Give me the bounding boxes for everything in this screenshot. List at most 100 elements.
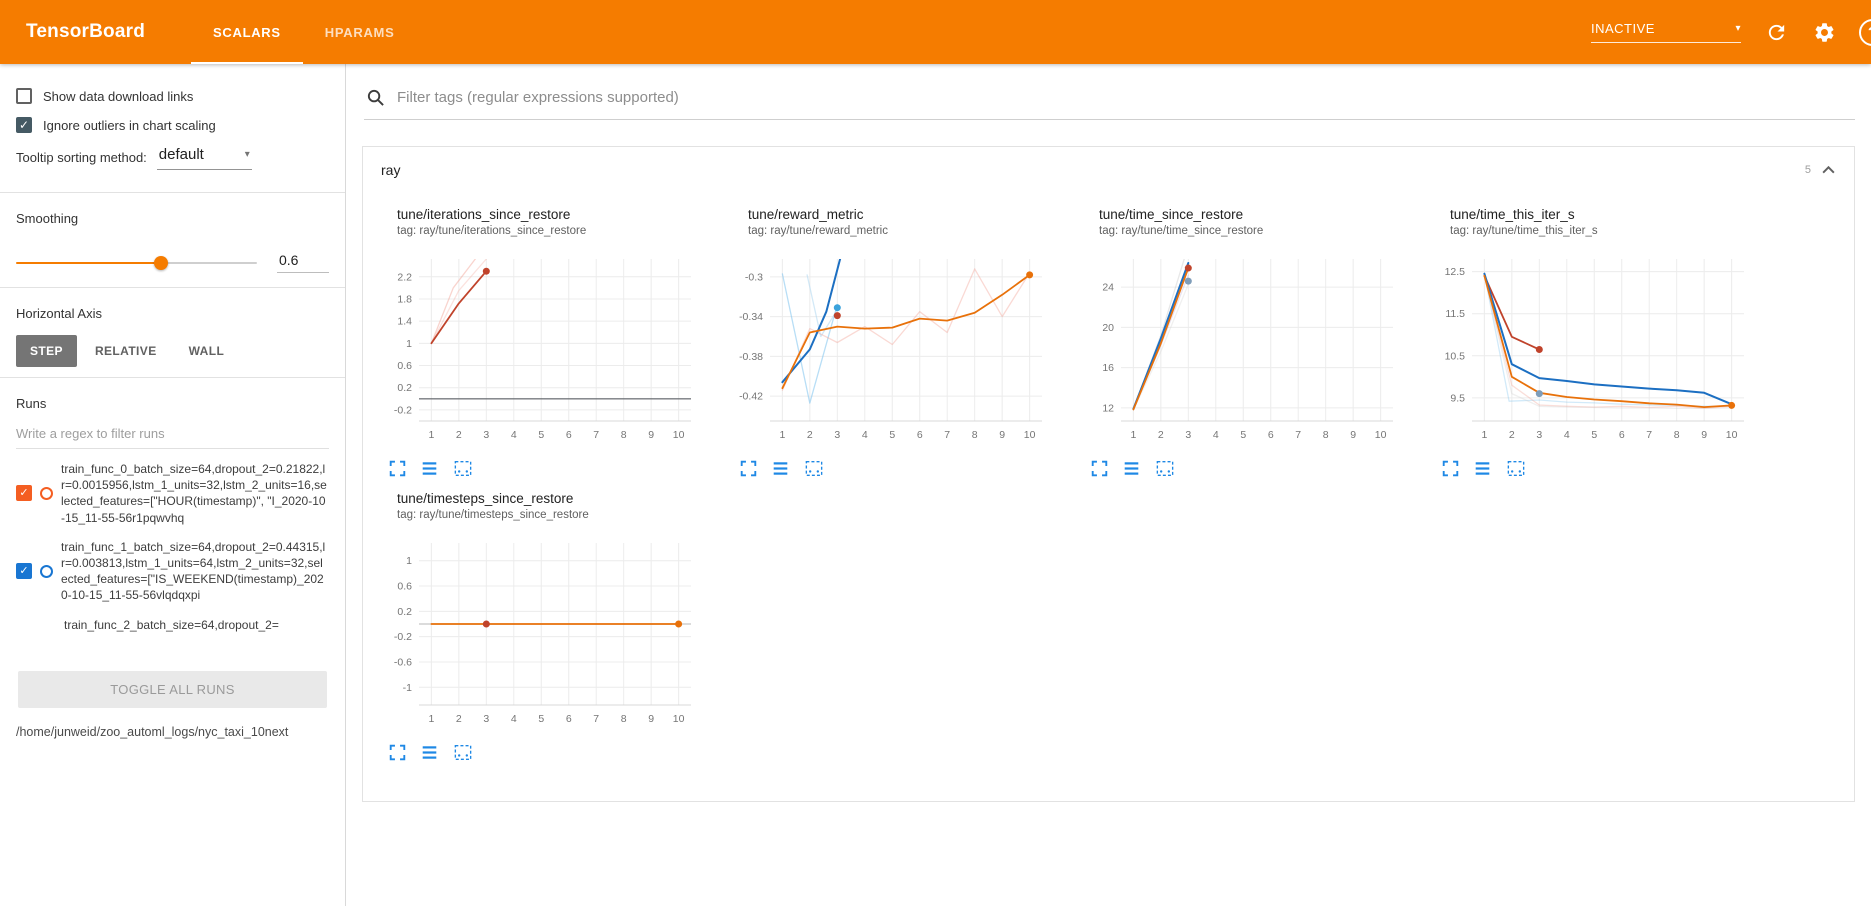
checkbox[interactable] bbox=[16, 88, 32, 104]
svg-text:12: 12 bbox=[1102, 402, 1114, 414]
svg-text:5: 5 bbox=[538, 429, 544, 441]
tag-group-header[interactable]: ray 5 bbox=[363, 147, 1854, 193]
svg-text:7: 7 bbox=[944, 429, 950, 441]
tag-filter-input[interactable] bbox=[397, 89, 1853, 106]
svg-text:10: 10 bbox=[1024, 429, 1036, 441]
divider bbox=[0, 192, 345, 193]
runs-selector-icon[interactable] bbox=[1123, 460, 1140, 477]
svg-text:6: 6 bbox=[917, 429, 923, 441]
svg-text:1.4: 1.4 bbox=[397, 316, 412, 328]
chart-card: tune/iterations_since_restore tag: ray/tu… bbox=[375, 207, 720, 477]
log-directory-path: /home/junweid/zoo_automl_logs/nyc_taxi_1… bbox=[16, 725, 289, 739]
chevron-down-icon: ▾ bbox=[1735, 23, 1741, 34]
tab-scalars[interactable]: SCALARS bbox=[191, 0, 303, 64]
chevron-down-icon: ▾ bbox=[244, 149, 250, 160]
chart-plot[interactable]: 1 2 3 4 5 6 7 8 9 10 -1 -0.6 -0.2 0.2 0.6 1 bbox=[375, 533, 705, 733]
svg-text:9: 9 bbox=[648, 713, 654, 725]
runs-selector-icon[interactable] bbox=[1474, 460, 1491, 477]
charts-grid: tune/iterations_since_restore tag: ray/tu… bbox=[363, 193, 1854, 801]
svg-text:8: 8 bbox=[621, 713, 627, 725]
option-label: Show data download links bbox=[43, 88, 194, 104]
svg-text:7: 7 bbox=[1295, 429, 1301, 441]
app-header: TensorBoard SCALARS HPARAMS INACTIVE ▾ ? bbox=[0, 0, 1871, 64]
runs-filter-input[interactable] bbox=[16, 419, 329, 449]
pin-icon[interactable] bbox=[1506, 460, 1526, 477]
chart-title: tune/time_this_iter_s bbox=[1450, 207, 1575, 222]
chart-tag: tag: ray/tune/time_this_iter_s bbox=[1450, 225, 1598, 237]
tag-filter-bar bbox=[364, 84, 1855, 120]
svg-text:9: 9 bbox=[999, 429, 1005, 441]
svg-text:-0.38: -0.38 bbox=[739, 351, 763, 363]
expand-icon[interactable] bbox=[389, 460, 406, 477]
chevron-up-icon[interactable] bbox=[1821, 163, 1836, 178]
toggle-all-runs-button[interactable]: TOGGLE ALL RUNS bbox=[18, 671, 327, 708]
sidebar: Show data download links ✓ Ignore outliers… bbox=[0, 64, 346, 906]
help-icon[interactable]: ? bbox=[1859, 18, 1871, 46]
tooltip-sorting-select[interactable]: default ▾ bbox=[156, 146, 252, 170]
svg-text:4: 4 bbox=[862, 429, 868, 441]
status-value: INACTIVE bbox=[1591, 21, 1655, 36]
tooltip-sorting-label: Tooltip sorting method: bbox=[16, 150, 147, 165]
runs-list: ✓ train_func_0_batch_size=64,dropout_2=0.… bbox=[16, 461, 329, 667]
runs-selector-icon[interactable] bbox=[421, 460, 438, 477]
svg-text:5: 5 bbox=[1591, 429, 1597, 441]
search-icon bbox=[366, 88, 385, 107]
expand-icon[interactable] bbox=[389, 744, 406, 761]
pin-icon[interactable] bbox=[453, 460, 473, 477]
svg-text:-0.42: -0.42 bbox=[739, 391, 763, 403]
svg-text:0.6: 0.6 bbox=[397, 581, 412, 593]
svg-text:1: 1 bbox=[779, 429, 785, 441]
svg-text:-0.2: -0.2 bbox=[394, 404, 412, 416]
refresh-icon[interactable] bbox=[1763, 19, 1789, 45]
tab-hparams[interactable]: HPARAMS bbox=[324, 24, 395, 40]
pin-icon[interactable] bbox=[453, 744, 473, 761]
svg-text:10: 10 bbox=[1375, 429, 1387, 441]
chart-plot[interactable]: 1 2 3 4 5 6 7 8 9 10 -0.42 -0.38 -0.34 -0.3 bbox=[726, 249, 1056, 449]
run-radio[interactable] bbox=[40, 486, 53, 500]
svg-text:10: 10 bbox=[673, 713, 685, 725]
chart-card: tune/time_since_restore tag: ray/tune/tim… bbox=[1077, 207, 1422, 477]
chart-title: tune/timesteps_since_restore bbox=[397, 491, 574, 506]
status-dropdown[interactable]: INACTIVE ▾ bbox=[1591, 21, 1741, 43]
svg-text:8: 8 bbox=[621, 429, 627, 441]
svg-text:10: 10 bbox=[673, 429, 685, 441]
pin-icon[interactable] bbox=[804, 460, 824, 477]
svg-text:6: 6 bbox=[1619, 429, 1625, 441]
svg-text:10.5: 10.5 bbox=[1445, 350, 1466, 362]
svg-text:1: 1 bbox=[1481, 429, 1487, 441]
expand-icon[interactable] bbox=[1091, 460, 1108, 477]
pin-icon[interactable] bbox=[1155, 460, 1175, 477]
axis-button-wall[interactable]: WALL bbox=[188, 344, 225, 358]
run-radio[interactable] bbox=[40, 564, 53, 578]
smoothing-slider-knob[interactable] bbox=[153, 255, 168, 270]
checkbox[interactable]: ✓ bbox=[16, 117, 32, 133]
svg-text:3: 3 bbox=[1536, 429, 1542, 441]
svg-text:2: 2 bbox=[456, 713, 462, 725]
smoothing-value[interactable]: 0.6 bbox=[277, 252, 329, 273]
svg-text:5: 5 bbox=[1240, 429, 1246, 441]
run-checkbox[interactable]: ✓ bbox=[16, 485, 32, 502]
svg-text:24: 24 bbox=[1102, 282, 1114, 294]
runs-selector-icon[interactable] bbox=[421, 744, 438, 761]
chart-plot[interactable]: 1 2 3 4 5 6 7 8 9 10 -0.2 0.2 0.6 1 1.4 1.8 2.2 bbox=[375, 249, 705, 449]
axis-buttons: STEP RELATIVE WALL bbox=[16, 335, 329, 367]
chart-footer bbox=[1442, 460, 1773, 477]
svg-text:9: 9 bbox=[1701, 429, 1707, 441]
settings-icon[interactable] bbox=[1811, 19, 1837, 45]
svg-text:-0.6: -0.6 bbox=[394, 656, 412, 668]
axis-button-relative[interactable]: RELATIVE bbox=[94, 344, 157, 358]
runs-selector-icon[interactable] bbox=[772, 460, 789, 477]
run-label: train_func_0_batch_size=64,dropout_2=0.2… bbox=[61, 462, 327, 525]
smoothing-slider[interactable] bbox=[16, 255, 257, 270]
svg-text:2: 2 bbox=[807, 429, 813, 441]
expand-icon[interactable] bbox=[1442, 460, 1459, 477]
axis-button-step[interactable]: STEP bbox=[16, 335, 77, 367]
runs-label: Runs bbox=[16, 396, 47, 411]
expand-icon[interactable] bbox=[740, 460, 757, 477]
chart-tag: tag: ray/tune/iterations_since_restore bbox=[397, 225, 587, 237]
chart-plot[interactable]: 1 2 3 4 5 6 7 8 9 10 9.5 10.5 11.5 12.5 bbox=[1428, 249, 1758, 449]
svg-text:8: 8 bbox=[1323, 429, 1329, 441]
run-checkbox[interactable]: ✓ bbox=[16, 563, 32, 580]
tag-group-count: 5 bbox=[1804, 164, 1811, 176]
